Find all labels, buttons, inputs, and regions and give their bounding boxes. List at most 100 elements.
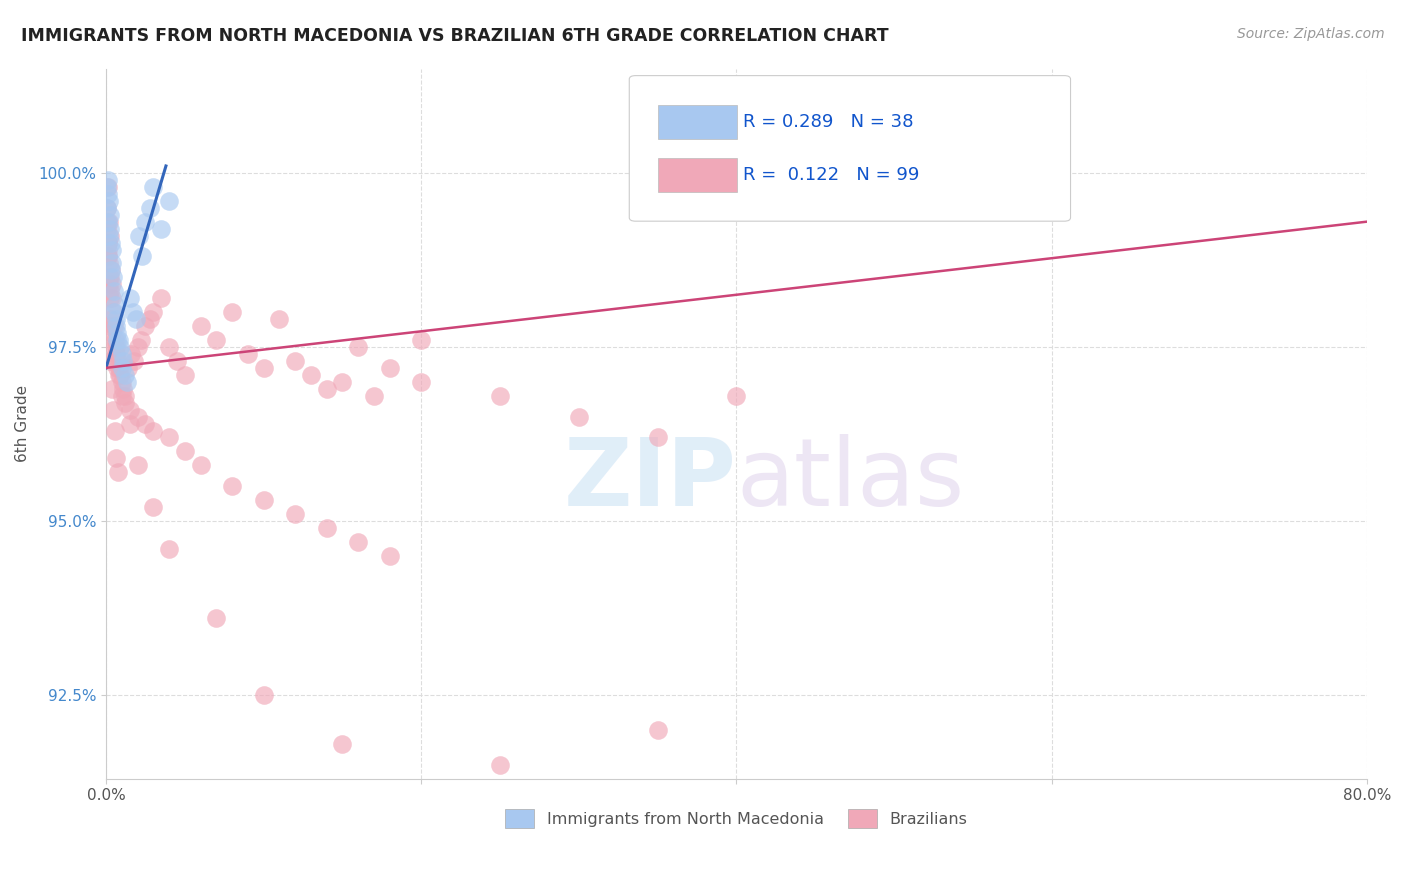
Point — [157, 340, 180, 354]
Point — [332, 375, 354, 389]
Point — [100, 312, 122, 326]
Text: IMMIGRANTS FROM NORTH MACEDONIA VS BRAZILIAN 6TH GRADE CORRELATION CHART: IMMIGRANTS FROM NORTH MACEDONIA VS BRAZI… — [21, 27, 889, 45]
Point — [157, 194, 180, 208]
Point — [190, 458, 212, 473]
Point — [269, 312, 291, 326]
Point — [111, 347, 134, 361]
Point — [332, 737, 354, 751]
Point — [117, 360, 139, 375]
Point — [101, 291, 124, 305]
Point — [142, 424, 165, 438]
FancyBboxPatch shape — [658, 158, 737, 192]
Point — [98, 291, 121, 305]
Point — [97, 179, 120, 194]
Point — [98, 228, 121, 243]
Point — [105, 326, 128, 340]
Point — [131, 250, 153, 264]
Point — [101, 256, 124, 270]
Point — [103, 319, 125, 334]
Point — [118, 291, 141, 305]
Text: atlas: atlas — [737, 434, 965, 526]
Point — [97, 194, 120, 208]
Point — [284, 354, 307, 368]
Point — [190, 319, 212, 334]
Point — [124, 354, 146, 368]
Point — [121, 305, 143, 319]
Text: R = 0.289   N = 38: R = 0.289 N = 38 — [742, 112, 914, 131]
Point — [107, 333, 129, 347]
Point — [134, 319, 156, 334]
Y-axis label: 6th Grade: 6th Grade — [15, 385, 30, 462]
Point — [101, 402, 124, 417]
Point — [378, 360, 401, 375]
Text: Source: ZipAtlas.com: Source: ZipAtlas.com — [1237, 27, 1385, 41]
Point — [284, 507, 307, 521]
Point — [101, 305, 124, 319]
Point — [98, 228, 121, 243]
Point — [489, 389, 512, 403]
Point — [221, 305, 243, 319]
Point — [98, 319, 121, 334]
Point — [97, 215, 120, 229]
Point — [205, 611, 228, 625]
Point — [97, 243, 120, 257]
Point — [98, 215, 121, 229]
Point — [104, 347, 127, 361]
Point — [118, 402, 141, 417]
Point — [725, 389, 748, 403]
FancyBboxPatch shape — [658, 104, 737, 139]
Point — [100, 263, 122, 277]
Point — [104, 424, 127, 438]
Point — [118, 417, 141, 431]
Point — [363, 389, 385, 403]
Point — [104, 312, 127, 326]
Point — [347, 340, 370, 354]
Point — [96, 221, 118, 235]
Point — [97, 173, 120, 187]
Point — [114, 395, 136, 409]
Point — [173, 444, 195, 458]
Point — [236, 347, 259, 361]
Point — [105, 340, 128, 354]
Point — [134, 215, 156, 229]
Point — [173, 368, 195, 382]
Point — [128, 228, 150, 243]
Point — [96, 179, 118, 194]
Point — [157, 541, 180, 556]
Point — [98, 208, 121, 222]
Text: R =  0.122   N = 99: R = 0.122 N = 99 — [742, 166, 920, 184]
Point — [105, 333, 128, 347]
Point — [104, 347, 127, 361]
Point — [100, 382, 122, 396]
Point — [411, 333, 433, 347]
Point — [101, 270, 124, 285]
Point — [315, 521, 337, 535]
Point — [112, 382, 135, 396]
Point — [111, 360, 134, 375]
Point — [134, 417, 156, 431]
Point — [96, 201, 118, 215]
Point — [166, 354, 188, 368]
Point — [253, 360, 276, 375]
Point — [150, 291, 173, 305]
Point — [221, 479, 243, 493]
Point — [150, 221, 173, 235]
Point — [107, 368, 129, 382]
Point — [103, 340, 125, 354]
Point — [114, 389, 136, 403]
Point — [299, 368, 322, 382]
Point — [110, 368, 132, 382]
Point — [125, 312, 148, 326]
Point — [568, 409, 591, 424]
Point — [139, 312, 162, 326]
Point — [120, 347, 142, 361]
Point — [127, 458, 149, 473]
Point — [347, 534, 370, 549]
Point — [142, 500, 165, 514]
Point — [139, 201, 162, 215]
Point — [97, 235, 120, 250]
Point — [100, 354, 122, 368]
Point — [114, 368, 136, 382]
Point — [205, 333, 228, 347]
Point — [98, 270, 121, 285]
